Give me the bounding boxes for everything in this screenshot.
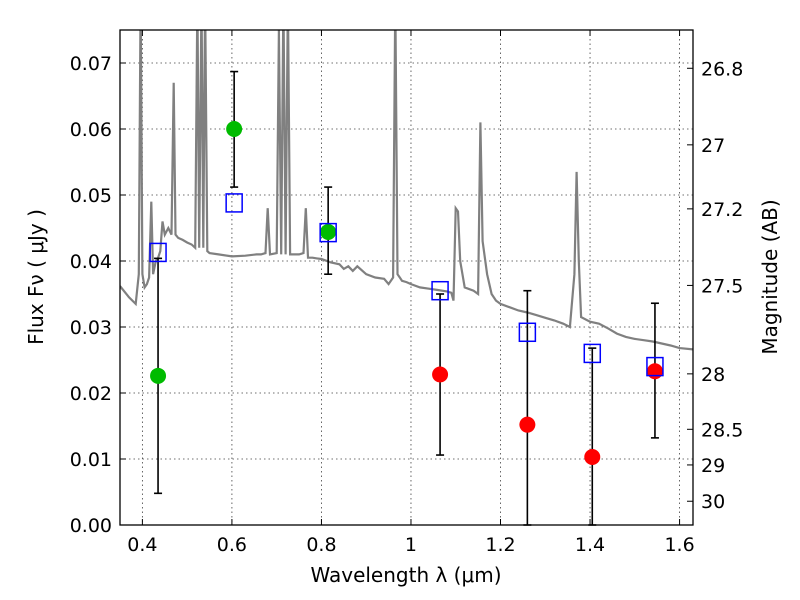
model-flux-marker — [225, 193, 243, 213]
x-tick-label: 1.4 — [575, 534, 605, 556]
y-right-tick-label: 27.5 — [701, 275, 743, 297]
x-tick-label: 0.8 — [306, 534, 336, 556]
y-tick-label: 0.00 — [70, 515, 112, 537]
model-flux-marker — [583, 343, 602, 364]
y-right-tick-label: 27 — [701, 135, 725, 157]
measured-other-point — [519, 416, 536, 433]
measured-detection-point — [320, 223, 337, 240]
y-right-tick-label: 30 — [701, 491, 725, 513]
y-right-tick-label: 28.5 — [701, 419, 743, 441]
plot-frame — [119, 29, 694, 526]
template-spectrum-line — [120, 30, 693, 351]
ticks-layer: 0.4 0.6 0.8 1 1.2 1.4 1.6 0.00 0.01 0.02 0.03 0.04 0… — [70, 30, 743, 556]
y-tick-label: 0.02 — [70, 383, 112, 405]
y-right-tick-label: 29 — [701, 455, 725, 477]
x-tick-label: 1 — [405, 534, 417, 556]
model-flux-marker — [431, 280, 449, 301]
x-tick-label: 1.2 — [485, 534, 515, 556]
x-tick-label: 0.4 — [127, 534, 157, 556]
points-layer — [149, 70, 664, 526]
y-tick-label: 0.03 — [70, 317, 112, 339]
model-flux-marker — [518, 322, 537, 343]
measured-other-point — [584, 449, 601, 466]
x-tick-label: 1.6 — [664, 534, 694, 556]
y-tick-label: 0.01 — [70, 449, 112, 471]
measured-other-point — [646, 363, 663, 380]
y-tick-label: 0.05 — [70, 185, 112, 207]
y-right-axis-label: Magnitude (AB) — [758, 199, 782, 354]
model-flux-marker — [646, 356, 664, 377]
measured-other-point — [432, 366, 449, 383]
y-right-tick-label: 28 — [701, 364, 725, 386]
y-tick-label: 0.07 — [70, 53, 112, 75]
x-axis-label: Wavelength λ (μm) — [310, 563, 501, 587]
y-right-tick-label: 27.2 — [701, 199, 743, 221]
y-right-tick-label: 26.8 — [701, 58, 743, 80]
y-axis-label: Flux Fν ( μJy ) — [24, 209, 48, 345]
model-flux-marker — [149, 242, 167, 263]
spectrum-layer — [120, 30, 693, 351]
y-tick-label: 0.04 — [70, 251, 112, 273]
x-tick-label: 0.6 — [217, 534, 247, 556]
y-tick-label: 0.06 — [70, 119, 112, 141]
measured-detection-point — [150, 367, 167, 384]
measured-detection-point — [226, 121, 243, 137]
model-flux-marker — [319, 222, 337, 243]
